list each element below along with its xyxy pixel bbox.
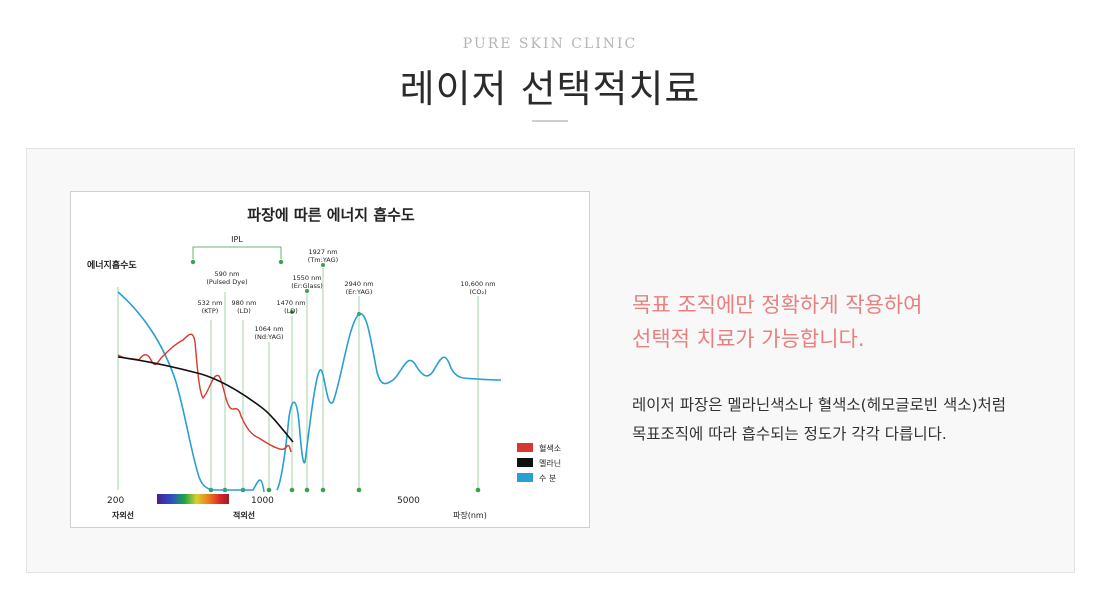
marker-lines [117, 268, 479, 490]
legend-swatch-melanin [517, 458, 533, 467]
chart-svg: 파장에 따른 에너지 흡수도 에너지흡수도 IPL [87, 206, 561, 520]
description-line-1: 레이저 파장은 멜라닌색소나 혈색소(헤모글로빈 색소)처럼 [632, 396, 1007, 414]
description-text: 레이저 파장은 멜라닌색소나 혈색소(헤모글로빈 색소)처럼 목표조직에 따라 … [632, 391, 1072, 449]
marker-label-1550-a: 1550 nm [292, 274, 321, 282]
marker-label-2940-a: 2940 nm [344, 280, 373, 288]
highlight-text: 목표 조직에만 정확하게 작용하여 선택적 치료가 가능합니다. [632, 288, 1052, 356]
ipl-label: IPL [231, 235, 243, 244]
chart-legend: 혈색소 멜라닌 수 분 [517, 443, 561, 483]
series-line-hemoglobin [117, 333, 292, 453]
marker-label-590-b: (Pulsed Dye) [206, 278, 247, 286]
absorption-chart: 파장에 따른 에너지 흡수도 에너지흡수도 IPL [70, 191, 590, 528]
page-title: 레이저 선택적치료 [399, 67, 701, 111]
legend-swatch-hemoglobin [517, 443, 533, 452]
marker-label-1927-a: 1927 nm [308, 248, 337, 256]
series-line-water [117, 291, 502, 493]
legend-label-melanin: 멜라닌 [539, 458, 561, 468]
highlight-line-1: 목표 조직에만 정확하게 작용하여 [632, 293, 923, 317]
ir-label: 적외선 [233, 510, 255, 520]
highlight-line-2: 선택적 치료가 가능합니다. [632, 327, 865, 351]
uv-label: 자외선 [112, 510, 134, 520]
marker-label-980-a: 980 nm [232, 299, 257, 307]
chart-title: 파장에 따른 에너지 흡수도 [247, 206, 415, 224]
x-axis-label: 파장(nm) [453, 510, 487, 520]
x-tick-200: 200 [107, 496, 124, 506]
brand-subtitle: PURE SKIN CLINIC [462, 36, 638, 52]
marker-label-1064-a: 1064 nm [254, 325, 283, 333]
x-tick-5000: 5000 [397, 496, 420, 506]
marker-label-10600-b: (CO₂) [469, 288, 486, 296]
marker-label-532-a: 532 nm [198, 299, 223, 307]
x-tick-1000: 1000 [251, 496, 274, 506]
marker-label-1064-b: (Nd:YAG) [254, 333, 283, 341]
marker-label-1927-b: (Tm:YAG) [308, 256, 338, 264]
legend-label-hemoglobin: 혈색소 [539, 443, 561, 453]
marker-dots [208, 263, 481, 493]
marker-label-10600-a: 10,600 nm [460, 280, 495, 288]
title-divider [532, 120, 568, 122]
marker-label-1470-a: 1470 nm [276, 299, 305, 307]
marker-label-980-b: (LD) [237, 307, 251, 315]
description-line-2: 목표조직에 따라 흡수되는 정도가 각각 다릅니다. [632, 425, 947, 443]
marker-label-2940-b: (Er:YAG) [346, 288, 373, 296]
marker-label-532-b: (KTP) [202, 307, 219, 315]
series-line-melanin [117, 356, 294, 443]
ipl-bracket: IPL [190, 235, 284, 265]
y-axis-label: 에너지흡수도 [87, 259, 137, 271]
visible-spectrum-bar [157, 494, 229, 504]
marker-label-1470-b: (LD) [284, 307, 298, 315]
legend-label-water: 수 분 [539, 474, 556, 483]
marker-label-1550-b: (Er:Glass) [291, 282, 323, 290]
marker-label-590-a: 590 nm [215, 270, 240, 278]
legend-swatch-water [517, 473, 533, 482]
